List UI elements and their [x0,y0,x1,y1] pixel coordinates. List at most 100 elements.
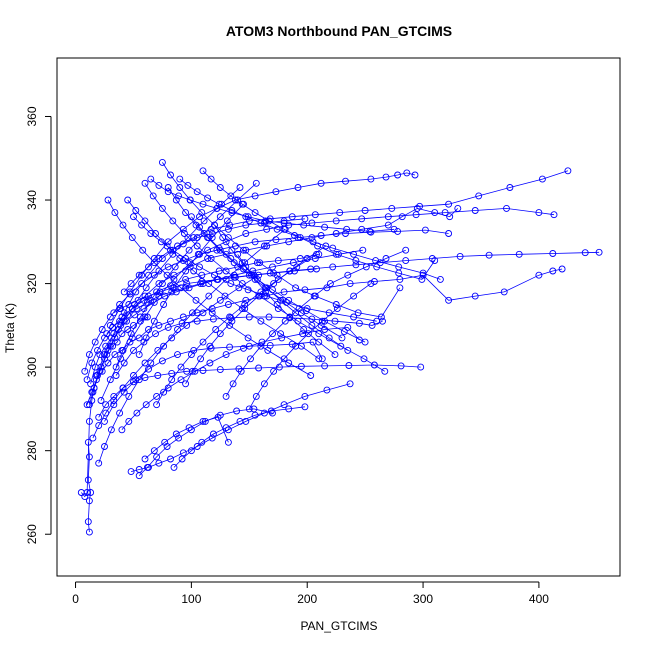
data-point [503,204,510,212]
data-point [183,280,191,288]
data-point [234,250,242,258]
series-line [98,228,286,464]
series-40 [120,215,309,296]
data-point [106,313,114,321]
data-point [168,334,176,342]
data-point [418,275,426,283]
data-point [286,313,294,321]
data-point [398,213,406,221]
data-point [182,267,190,275]
data-point [293,263,301,271]
data-point [222,392,230,400]
data-point [388,204,396,212]
data-point [226,221,234,229]
data-point [212,326,220,333]
data-point [124,196,132,204]
data-point [372,257,380,265]
series-32 [95,225,289,467]
data-point [456,252,464,260]
series-line [133,216,377,322]
series-line [98,364,421,418]
data-point [360,355,368,363]
data-point [112,363,120,371]
data-point [377,313,385,321]
data-point [175,434,183,442]
data-point [558,265,566,273]
data-point [294,184,302,191]
data-point [278,334,286,342]
x-tick-label: 400 [529,592,549,606]
data-point [95,422,103,430]
data-point [158,280,166,288]
data-point [167,246,174,254]
data-point [172,430,180,438]
data-point [150,255,158,262]
data-point [445,296,453,304]
data-point [263,242,271,250]
data-point [230,259,238,267]
data-point [135,351,143,359]
data-point [291,267,298,275]
data-point [333,305,341,313]
data-point [318,355,326,363]
series-11 [83,250,323,384]
data-point [196,213,203,221]
x-tick-label: 300 [413,592,433,606]
data-point [226,313,234,321]
data-point [311,255,319,262]
data-point [118,330,126,338]
data-point [367,280,375,288]
data-point [179,240,187,248]
data-point [184,181,192,189]
data-point [150,298,158,306]
series-line [92,274,259,439]
data-point [153,392,161,400]
data-point [321,317,329,325]
data-point [214,413,222,421]
data-point [150,271,158,279]
data-point [226,343,234,351]
data-point [102,401,110,409]
data-point [179,313,187,321]
data-point [119,346,127,354]
data-point [471,292,479,300]
data-point [384,221,392,229]
data-point [127,280,135,288]
data-point [310,292,318,300]
data-point [242,221,250,229]
data-point [340,328,348,336]
data-point [421,226,429,234]
data-point [307,372,315,379]
data-point [222,351,230,359]
data-point [224,225,232,233]
data-point [218,200,225,208]
data-point [147,230,155,237]
data-point [265,313,273,321]
data-point [158,357,166,365]
data-point [227,255,235,262]
data-point [236,417,244,425]
data-point [263,225,271,233]
data-point [97,397,105,404]
data-point [155,267,163,275]
data-point [83,489,91,496]
data-point [231,196,239,204]
data-point [581,249,589,257]
data-point [158,204,166,212]
data-point [373,317,381,325]
data-point [255,364,263,372]
data-point [515,250,523,258]
data-point [168,376,176,384]
data-point [241,301,249,308]
data-point [292,284,300,292]
data-point [190,346,198,354]
data-point [130,321,137,329]
series-21 [199,167,439,283]
data-point [200,217,208,225]
data-point [403,169,411,177]
data-point [136,313,144,321]
data-point [215,244,223,252]
series-3 [83,265,566,409]
data-point [346,280,354,288]
data-point [171,263,179,271]
